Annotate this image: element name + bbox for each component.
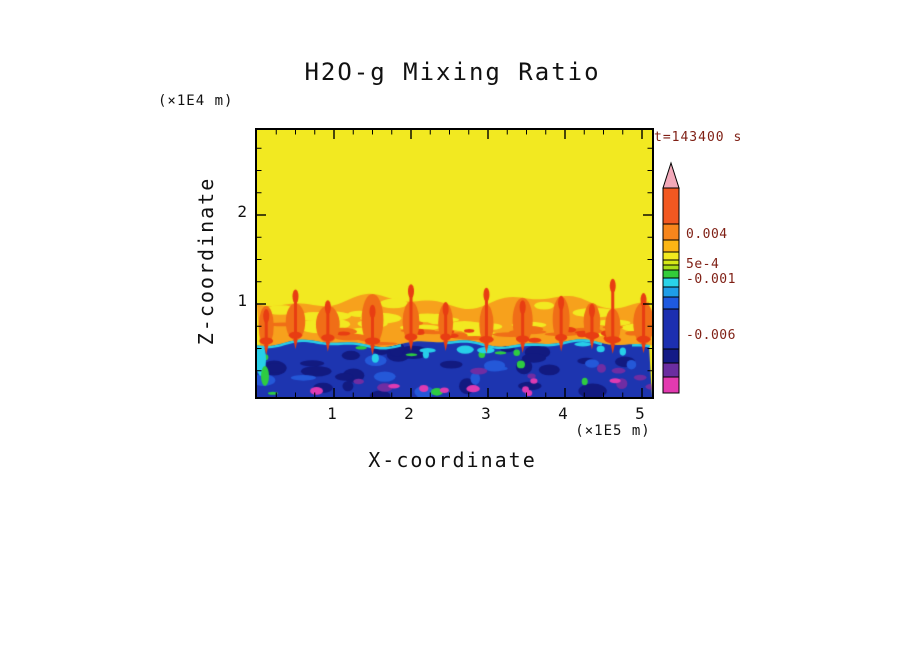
colorbar-label: -0.006 xyxy=(686,328,736,343)
x-axis-unit-label: (×1E5 m) xyxy=(575,423,651,439)
chart-title: H2O-g Mixing Ratio xyxy=(304,58,601,86)
time-label: t=143400 s xyxy=(654,130,743,145)
x-tick-label: 5 xyxy=(635,404,645,423)
y-tick-label: 1 xyxy=(237,291,247,310)
colorbar-label: 0.004 xyxy=(686,227,728,242)
axis-ticks xyxy=(257,130,652,397)
x-tick-label: 3 xyxy=(481,404,491,423)
x-tick-label: 4 xyxy=(558,404,568,423)
z-axis-title: Z-coordinate xyxy=(194,176,218,346)
colorbar xyxy=(662,161,680,394)
z-axis-unit-label: (×1E4 m) xyxy=(158,93,234,109)
x-tick-label: 2 xyxy=(404,404,414,423)
y-tick-label: 2 xyxy=(237,202,247,221)
colorbar-label: 5e-4 xyxy=(686,257,720,272)
colorbar-label: -0.001 xyxy=(686,272,736,287)
plot-area xyxy=(255,128,654,399)
heatmap-field xyxy=(257,130,652,397)
x-axis-title: X-coordinate xyxy=(368,448,537,472)
x-tick-label: 1 xyxy=(327,404,337,423)
